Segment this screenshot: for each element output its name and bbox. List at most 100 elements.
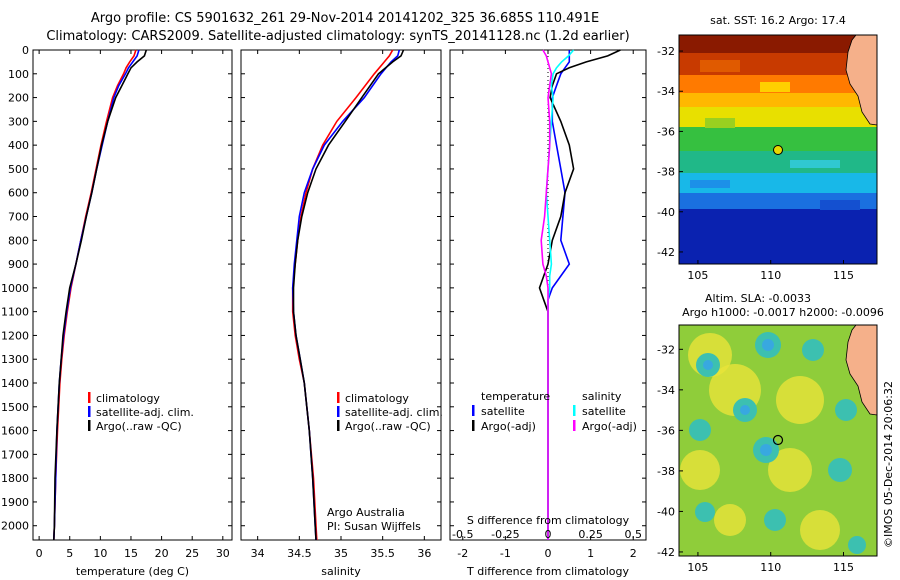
x-tick-label: 34 — [251, 547, 265, 560]
copyright-stamp: ©IMOS 05-Dec-2014 20:06:32 — [882, 381, 895, 548]
legend-swatch-t-argo — [472, 420, 475, 431]
legend-swatch-climatology — [88, 392, 91, 403]
lat-tick-label: -34 — [657, 85, 675, 98]
lon-tick-label: 105 — [687, 561, 708, 574]
y-tick-label: 1900 — [1, 496, 29, 509]
legend-label-satellite: satellite-adj. clim. — [96, 406, 194, 419]
legend-swatch-argo — [88, 420, 91, 431]
legend-title-salinity: salinity — [582, 390, 622, 403]
lat-tick-label: -36 — [657, 424, 675, 437]
lat-tick-label: -34 — [657, 384, 675, 397]
legend-label-s-satellite: satellite — [582, 405, 626, 418]
salinity-legend: climatology satellite-adj. clim. Argo(..… — [337, 392, 443, 433]
y-tick-label: 500 — [8, 163, 29, 176]
argo-float-marker-sla — [772, 434, 784, 446]
legend-swatch-satellite — [88, 406, 91, 417]
x-axis-label: T difference from climatology — [466, 565, 629, 578]
lon-tick-label: 115 — [833, 269, 854, 282]
legend-label-climatology: climatology — [96, 392, 160, 405]
sst-map-title: sat. SST: 16.2 Argo: 17.4 — [710, 14, 846, 27]
sla-map-title-1: Altim. SLA: -0.0033 — [705, 292, 811, 305]
legend-swatch-t-satellite — [472, 405, 475, 416]
s-tick-label: -0.5 — [452, 528, 473, 541]
header-line-1: Argo profile: CS 5901632_261 29-Nov-2014… — [91, 11, 599, 26]
lat-tick-label: -38 — [657, 465, 675, 478]
header-line-2: Climatology: CARS2009. Satellite-adjuste… — [46, 29, 629, 44]
lon-tick-label: 115 — [833, 561, 854, 574]
x-tick-label: 34.5 — [287, 547, 312, 560]
australia-land — [845, 35, 877, 126]
y-tick-label: 900 — [8, 258, 29, 271]
x-tick-label: 0 — [545, 547, 552, 560]
legend-label-t-satellite: satellite — [481, 405, 525, 418]
legend-swatch-argo — [337, 420, 340, 431]
x-tick-label: 2 — [630, 547, 637, 560]
sst-map — [679, 35, 877, 264]
salinity-panel: 34 34.5 35 35.5 36 salinity — [240, 49, 442, 578]
legend-swatch-climatology — [337, 392, 340, 403]
plot-frame — [240, 49, 442, 541]
s-tick-label: 0 — [545, 528, 552, 541]
lat-tick-label: -42 — [657, 246, 675, 259]
x-axis-label: salinity — [321, 565, 361, 578]
lat-tick-label: -32 — [657, 45, 675, 58]
temperature-legend: climatology satellite-adj. clim. Argo(..… — [88, 392, 194, 433]
y-tick-label: 1500 — [1, 401, 29, 414]
legend-swatch-s-satellite — [573, 405, 576, 416]
y-tick-label: 700 — [8, 211, 29, 224]
series-line-argo-raw-qc- — [292, 49, 405, 541]
legend-title-temperature: temperature — [481, 390, 550, 403]
lat-tick-label: -40 — [657, 505, 675, 518]
x-tick-label: 15 — [124, 547, 138, 560]
argo-australia-label: Argo Australia — [327, 506, 405, 519]
s-difference-axis-label: S difference from climatology — [467, 514, 630, 527]
y-tick-label: 300 — [8, 115, 29, 128]
series-line-salinity-argo-adj- — [540, 49, 553, 540]
difference-panel: -2 -1 0 1 2T difference from climatology — [449, 49, 647, 578]
series-line-argo-raw-qc- — [53, 49, 148, 541]
sst-map-ticks: 105 110 115 -32 -34 -36 -38 -40 -42 — [657, 45, 854, 282]
lat-tick-label: -42 — [657, 546, 675, 559]
x-tick-label: 0 — [36, 547, 43, 560]
y-tick-label: 2000 — [1, 520, 29, 533]
y-tick-label: 400 — [8, 139, 29, 152]
x-tick-label: -2 — [457, 547, 468, 560]
legend-label-climatology: climatology — [345, 392, 409, 405]
y-tick-label: 800 — [8, 234, 29, 247]
y-tick-label: 1400 — [1, 377, 29, 390]
s-difference-tick-labels: -0.5 -0.25 0 0.25 0.5 — [452, 528, 642, 541]
y-tick-label: 0 — [22, 44, 29, 57]
sla-map-ticks: 105 110 115 -32 -34 -36 -38 -40 -42 — [657, 343, 854, 574]
sla-map-title-2: Argo h1000: -0.0017 h2000: -0.0096 — [682, 306, 884, 319]
legend-label-argo: Argo(..raw -QC) — [345, 420, 431, 433]
lat-tick-label: -36 — [657, 125, 675, 138]
x-tick-label: 20 — [155, 547, 169, 560]
x-tick-label: 35 — [334, 547, 348, 560]
x-tick-label: 25 — [185, 547, 199, 560]
s-tick-label: -0.25 — [491, 528, 519, 541]
y-tick-label: 1300 — [1, 353, 29, 366]
y-tick-label: 1600 — [1, 425, 29, 438]
y-tick-label: 100 — [8, 68, 29, 81]
legend-swatch-s-argo — [573, 420, 576, 431]
x-axis-label: temperature (deg C) — [76, 565, 189, 578]
legend-label-t-argo: Argo(-adj) — [481, 420, 536, 433]
x-tick-label: 30 — [216, 547, 230, 560]
argo-float-marker-sst — [773, 145, 783, 155]
lat-tick-label: -38 — [657, 166, 675, 179]
legend-label-argo: Argo(..raw -QC) — [96, 420, 182, 433]
y-tick-label: 1000 — [1, 282, 29, 295]
x-tick-label: 1 — [587, 547, 594, 560]
y-tick-label: 1800 — [1, 472, 29, 485]
lon-tick-label: 105 — [687, 269, 708, 282]
s-tick-label: 0.5 — [624, 528, 642, 541]
legend-label-satellite: satellite-adj. clim. — [345, 406, 443, 419]
lon-tick-label: 110 — [760, 561, 781, 574]
y-tick-label: 1700 — [1, 448, 29, 461]
y-tick-label: 1200 — [1, 329, 29, 342]
plot-frame — [32, 49, 233, 541]
legend-label-s-argo: Argo(-adj) — [582, 420, 637, 433]
y-tick-label: 1100 — [1, 306, 29, 319]
sst-map-frame — [678, 34, 878, 265]
y-tick-label: 200 — [8, 92, 29, 105]
